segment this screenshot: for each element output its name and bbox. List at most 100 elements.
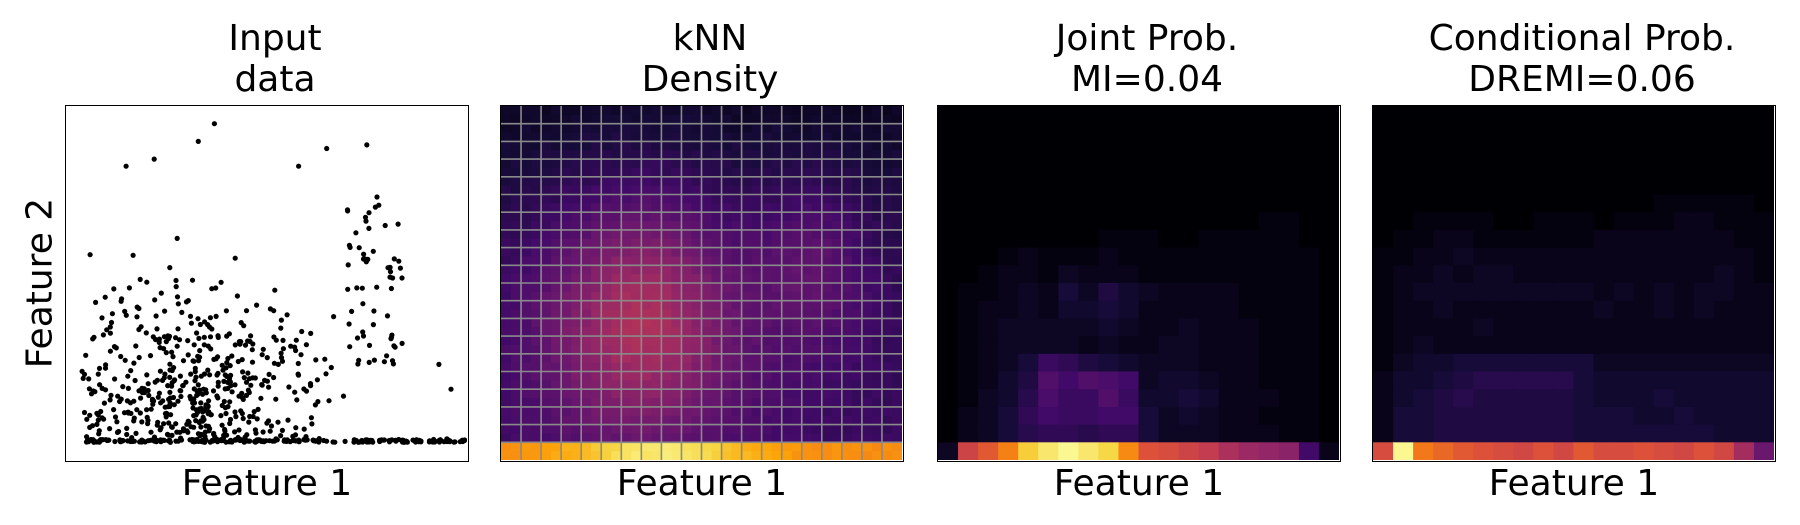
density-cell bbox=[871, 389, 883, 399]
scatter-point bbox=[301, 426, 307, 432]
scatter-point bbox=[188, 320, 194, 326]
heatmap-cell bbox=[1038, 406, 1059, 426]
density-cell bbox=[621, 212, 632, 222]
density-cell bbox=[661, 247, 672, 257]
heatmap-cell bbox=[998, 106, 1019, 125]
density-cell bbox=[701, 442, 713, 452]
density-cell bbox=[671, 114, 682, 125]
density-cell bbox=[821, 433, 833, 443]
density-cell bbox=[651, 159, 662, 169]
density-cell bbox=[501, 265, 512, 275]
heatmap-cell bbox=[1138, 123, 1160, 142]
heatmap-cell bbox=[1573, 247, 1595, 266]
density-cell bbox=[861, 300, 873, 311]
heatmap-cell bbox=[1018, 442, 1039, 460]
scatter-point bbox=[121, 410, 128, 416]
density-cell bbox=[641, 424, 652, 434]
density-cell bbox=[651, 371, 662, 381]
density-cell bbox=[521, 221, 532, 231]
scatter-point bbox=[220, 435, 227, 441]
scatter-point bbox=[175, 301, 181, 307]
scatter-point bbox=[185, 338, 191, 344]
density-cell bbox=[741, 265, 753, 275]
density-cell bbox=[731, 389, 743, 399]
density-cell bbox=[831, 194, 843, 204]
density-cell bbox=[831, 212, 843, 222]
heatmap-cell bbox=[1753, 283, 1774, 302]
scatter-point bbox=[328, 364, 334, 371]
density-cell bbox=[511, 106, 522, 116]
density-cell bbox=[881, 380, 893, 390]
heatmap-cell bbox=[1733, 300, 1755, 319]
heatmap-cell bbox=[1433, 141, 1454, 160]
scatter-point bbox=[173, 277, 179, 284]
density-cell bbox=[581, 371, 592, 381]
density-cell bbox=[581, 194, 592, 204]
density-cell bbox=[621, 380, 632, 390]
density-cell bbox=[761, 415, 773, 426]
heatmap-cell bbox=[1733, 247, 1755, 266]
scatter-point bbox=[232, 409, 238, 415]
scatter-point bbox=[147, 353, 154, 359]
density-cell bbox=[501, 203, 512, 213]
density-cell bbox=[611, 433, 622, 443]
heatmap-cell bbox=[1413, 389, 1434, 408]
heatmap-cell bbox=[1633, 389, 1655, 408]
density-cell bbox=[551, 291, 562, 302]
scatter-point bbox=[205, 423, 212, 429]
scatter-point bbox=[195, 382, 201, 388]
heatmap-cell bbox=[1018, 159, 1039, 178]
heatmap-cell bbox=[1393, 442, 1414, 460]
density-cell bbox=[891, 362, 902, 372]
density-cell bbox=[781, 283, 793, 293]
scatter-point bbox=[226, 376, 233, 382]
density-cell bbox=[851, 398, 863, 408]
scatter-point bbox=[312, 402, 318, 408]
heatmap-cell bbox=[978, 141, 999, 160]
density-cell bbox=[641, 247, 652, 257]
density-cell bbox=[891, 424, 902, 434]
heatmap-cell bbox=[938, 194, 959, 213]
scatter-point bbox=[174, 429, 180, 435]
density-cell bbox=[771, 283, 783, 293]
scatter-point bbox=[169, 424, 175, 430]
scatter-point bbox=[243, 379, 250, 385]
density-cell bbox=[811, 221, 823, 231]
density-cell bbox=[521, 433, 532, 443]
heatmap-cell bbox=[1178, 247, 1200, 266]
density-cell bbox=[651, 406, 662, 417]
density-cell bbox=[581, 283, 592, 293]
scatter-point bbox=[389, 332, 395, 338]
density-cell bbox=[871, 265, 883, 275]
density-cell bbox=[601, 344, 612, 355]
heatmap-cell bbox=[1198, 265, 1220, 284]
density-cell bbox=[691, 247, 702, 257]
density-cell bbox=[531, 256, 542, 266]
scatter-point bbox=[201, 371, 208, 377]
density-cell bbox=[861, 106, 873, 116]
density-cell bbox=[711, 398, 723, 408]
heatmap-cell bbox=[1118, 176, 1139, 195]
density-cell bbox=[821, 336, 833, 346]
density-cell bbox=[891, 221, 902, 231]
density-cell bbox=[551, 283, 562, 293]
density-cell bbox=[611, 265, 622, 275]
heatmap-cell bbox=[1238, 283, 1260, 302]
density-cell bbox=[771, 114, 783, 125]
density-cell bbox=[871, 114, 883, 125]
heatmap-cell bbox=[1373, 442, 1394, 460]
density-cell bbox=[661, 442, 672, 452]
density-cell bbox=[731, 433, 743, 443]
scatter-point bbox=[191, 342, 197, 348]
density-cell bbox=[511, 159, 522, 169]
heatmap-cell bbox=[1753, 406, 1774, 426]
density-cell bbox=[561, 203, 572, 213]
density-cell bbox=[691, 132, 702, 142]
heatmap-cell bbox=[1298, 300, 1320, 319]
heatmap-cell bbox=[1433, 229, 1454, 249]
heatmap-cell bbox=[1753, 300, 1774, 319]
density-cell bbox=[531, 221, 542, 231]
density-cell bbox=[671, 238, 682, 249]
heatmap-cell bbox=[1318, 123, 1339, 142]
heatmap-cell bbox=[1373, 159, 1394, 178]
